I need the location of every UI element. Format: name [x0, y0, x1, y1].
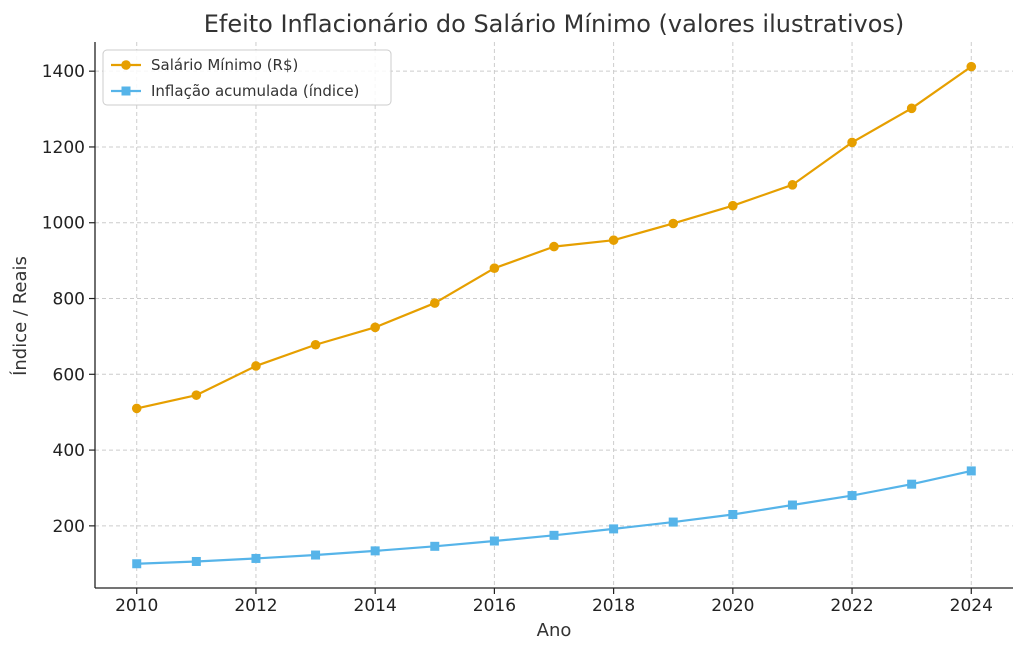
data-point [370, 322, 380, 333]
y-tick-label: 800 [53, 290, 85, 310]
axes [94, 42, 1013, 589]
series [131, 61, 977, 569]
data-point [549, 241, 559, 252]
data-point [489, 536, 499, 546]
data-point [668, 218, 679, 229]
grid [95, 42, 1013, 588]
data-point [966, 466, 976, 476]
x-tick-label: 2022 [830, 596, 873, 616]
data-point [847, 491, 857, 501]
x-tick-label: 2018 [592, 596, 635, 616]
x-tick-label: 2014 [354, 596, 397, 616]
data-point [787, 180, 798, 190]
chart-title: Efeito Inflacionário do Salário Mínimo (… [204, 10, 905, 38]
data-point [131, 403, 142, 414]
series-2 [132, 466, 976, 569]
data-point [251, 361, 261, 371]
y-tick-label: 200 [53, 517, 85, 537]
data-point [251, 553, 261, 563]
data-point [430, 541, 440, 551]
series-line [136, 469, 972, 565]
legend-label: Inflação acumulada (índice) [151, 82, 359, 100]
data-point [728, 200, 738, 211]
y-axis-label: Índice / Reais [9, 256, 31, 376]
legend-box [102, 49, 392, 106]
data-point [311, 550, 321, 560]
legend-item: Inflação acumulada (índice) [111, 82, 359, 100]
x-tick-label: 2016 [473, 596, 516, 616]
data-point [370, 546, 380, 556]
x-tick-label: 2024 [950, 596, 993, 616]
series-line [136, 65, 972, 410]
x-tick-label: 2012 [234, 596, 277, 616]
data-point [668, 517, 678, 527]
data-point [191, 390, 202, 400]
data-point [966, 61, 977, 72]
x-tick-label: 2010 [115, 596, 158, 616]
data-point [609, 524, 619, 534]
y-tick-label: 400 [53, 441, 85, 461]
x-tick-label: 2020 [711, 596, 754, 616]
data-point [132, 559, 142, 569]
data-point [549, 530, 559, 540]
data-point [847, 137, 857, 148]
tick-labels: 2010 2012 2014 2016 2018 2020 2022 2024 200 400 60… [42, 62, 993, 616]
data-point [429, 298, 440, 308]
legend-marker [121, 60, 131, 70]
legend-label: Salário Mínimo (R$) [151, 56, 298, 74]
data-point [728, 509, 738, 519]
data-point [906, 103, 917, 114]
data-point [907, 479, 917, 489]
data-point [191, 556, 201, 566]
data-point [310, 339, 321, 350]
data-point [787, 500, 797, 510]
legend: Salário Mínimo (R$) Inflação acumulada (í… [102, 49, 392, 106]
x-axis-label: Ano [537, 620, 572, 641]
legend-item: Salário Mínimo (R$) [111, 56, 298, 74]
data-point [608, 235, 619, 245]
legend-marker [121, 86, 131, 96]
y-tick-label: 1200 [42, 138, 85, 158]
data-point [489, 263, 500, 274]
series-1 [131, 61, 977, 414]
y-tick-label: 1000 [42, 214, 85, 234]
y-tick-label: 1400 [42, 62, 85, 82]
y-tick-label: 600 [53, 365, 85, 385]
